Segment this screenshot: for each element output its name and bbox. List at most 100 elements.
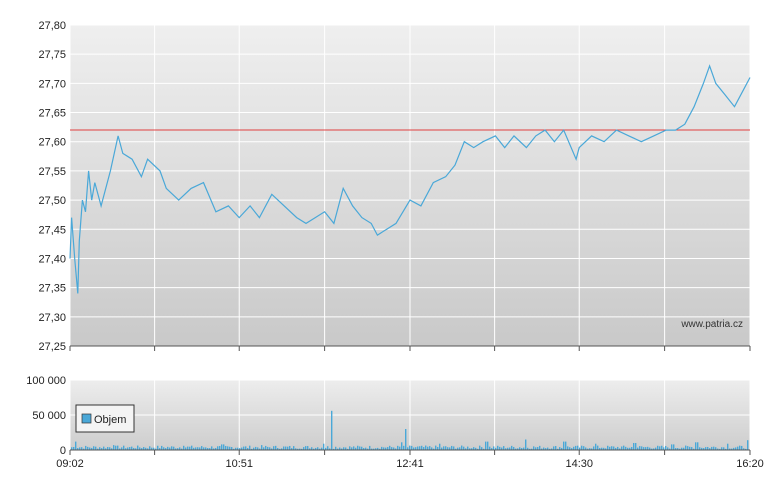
volume-bar	[377, 447, 379, 450]
volume-bar	[555, 446, 557, 450]
volume-bar	[175, 448, 177, 450]
volume-bar	[217, 446, 219, 450]
volume-bar	[165, 448, 167, 450]
volume-bar	[693, 448, 695, 450]
volume-bar	[535, 447, 537, 450]
volume-bar	[245, 446, 247, 450]
volume-bar	[425, 445, 427, 450]
volume-bar	[541, 448, 543, 450]
volume-bar	[333, 448, 335, 450]
volume-bar	[87, 446, 89, 450]
volume-bar	[261, 445, 263, 450]
volume-bar	[297, 448, 299, 450]
volume-bar	[119, 448, 121, 450]
volume-bar	[745, 448, 747, 450]
legend-box	[75, 404, 135, 433]
volume-bar	[149, 446, 151, 450]
volume-bar	[545, 448, 547, 450]
volume-bar	[197, 447, 199, 450]
volume-bar	[667, 447, 669, 450]
volume-bar	[423, 447, 425, 450]
volume-bar	[731, 448, 733, 450]
volume-bar	[403, 445, 405, 450]
volume-bar	[169, 447, 171, 450]
volume-ytick-label: 100 000	[26, 375, 66, 387]
legend-label-objem: Objem	[94, 414, 126, 426]
volume-bar	[719, 448, 721, 450]
volume-bar	[583, 446, 585, 450]
volume-bar	[327, 446, 329, 450]
price-ytick-label: 27,65	[38, 108, 66, 120]
volume-bar	[185, 447, 187, 450]
volume-bar	[71, 447, 73, 450]
volume-bar	[639, 446, 641, 450]
volume-bar	[177, 448, 179, 450]
volume-bar	[303, 447, 305, 450]
volume-bar	[445, 446, 447, 450]
volume-bar	[665, 445, 667, 450]
volume-bar	[659, 446, 661, 450]
volume-bar	[387, 447, 389, 450]
volume-bar	[105, 448, 107, 450]
volume-bar	[329, 448, 331, 450]
volume-bar	[219, 445, 221, 450]
volume-bar	[649, 447, 651, 450]
volume-bar	[433, 448, 435, 450]
volume-bar	[401, 442, 403, 450]
volume-bar	[571, 448, 573, 450]
volume-bar	[337, 448, 339, 450]
volume-bar	[385, 447, 387, 450]
volume-bar	[525, 439, 527, 450]
volume-bar	[601, 447, 603, 450]
volume-bar	[359, 446, 361, 450]
volume-bar	[461, 445, 463, 450]
volume-bar	[457, 447, 459, 450]
volume-bar	[691, 447, 693, 450]
volume-bar	[243, 446, 245, 450]
volume-bar	[355, 447, 357, 450]
volume-bar	[611, 446, 613, 450]
volume-bar	[267, 446, 269, 450]
price-ytick-label: 27,25	[38, 341, 66, 353]
volume-bar	[309, 448, 311, 450]
volume-bar	[283, 446, 285, 450]
volume-bar	[529, 448, 531, 450]
volume-bar	[455, 448, 457, 450]
volume-bar	[565, 441, 567, 450]
volume-bar	[431, 447, 433, 450]
volume-bar	[275, 445, 277, 450]
volume-bar	[621, 446, 623, 450]
volume-bar	[83, 448, 85, 450]
volume-bar	[587, 448, 589, 450]
volume-bar	[111, 448, 113, 450]
volume-bar	[171, 446, 173, 450]
volume-bar	[199, 447, 201, 450]
volume-bar	[383, 447, 385, 450]
volume-bar	[321, 447, 323, 450]
volume-bar	[269, 447, 271, 450]
volume-bar	[353, 446, 355, 450]
volume-bar	[519, 447, 521, 450]
volume-bar	[253, 447, 255, 450]
volume-bar	[635, 443, 637, 450]
volume-bar	[229, 446, 231, 450]
volume-bar	[487, 441, 489, 450]
volume-bar	[669, 448, 671, 450]
volume-bar	[725, 448, 727, 450]
volume-bar	[641, 446, 643, 450]
volume-bar	[183, 445, 185, 450]
volume-bar	[677, 448, 679, 450]
volume-bar	[151, 447, 153, 450]
volume-bar	[123, 445, 125, 450]
volume-bar	[389, 445, 391, 450]
volume-bar	[707, 446, 709, 450]
volume-bar	[603, 447, 605, 450]
volume-bar	[661, 445, 663, 450]
volume-bar	[211, 446, 213, 450]
volume-xtick-label: 16:20	[736, 458, 764, 470]
volume-bar	[125, 448, 127, 450]
volume-bar	[109, 447, 111, 450]
volume-bar	[157, 445, 159, 450]
volume-bar	[629, 447, 631, 450]
volume-bar	[657, 445, 659, 450]
